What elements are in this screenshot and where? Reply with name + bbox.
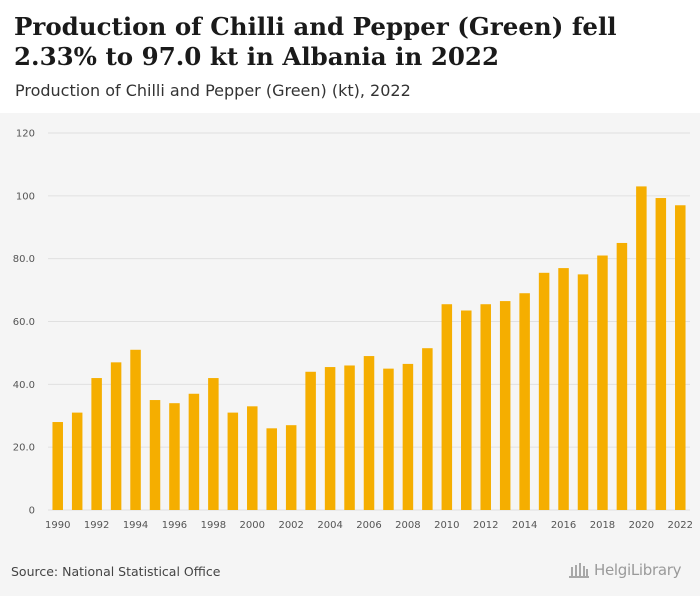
bar-2011 xyxy=(461,310,472,510)
x-tick-label: 2018 xyxy=(590,520,615,531)
bar-2021 xyxy=(655,198,667,510)
bar-2022 xyxy=(675,205,686,510)
x-tick-label: 2006 xyxy=(356,520,381,531)
bar-2001 xyxy=(266,428,277,510)
chart-subtitle: Production of Chilli and Pepper (Green) … xyxy=(15,81,411,100)
y-tick-label: 80.0 xyxy=(13,254,35,265)
x-tick-label: 2002 xyxy=(278,520,303,531)
bar-2010 xyxy=(441,304,453,510)
bar-chart: 0 20.0 40.0 60.0 80.0 100 120 1990 1992 1994 1996… xyxy=(13,129,693,532)
header: Production of Chilli and Pepper (Green) … xyxy=(0,0,700,113)
x-tick-label: 2004 xyxy=(317,520,342,531)
x-tick-label: 2016 xyxy=(551,520,576,531)
brand-name: HelgiLibrary xyxy=(594,561,682,579)
bar-2014 xyxy=(519,293,530,510)
bar-2013 xyxy=(499,301,511,510)
bar-1993 xyxy=(110,362,122,510)
bar-1996 xyxy=(169,403,180,510)
library-building-icon xyxy=(569,563,589,578)
bar-2008 xyxy=(402,363,414,510)
bar-1991 xyxy=(71,412,83,510)
x-tick-label: 2008 xyxy=(395,520,420,531)
bar-1995 xyxy=(149,400,161,510)
bar-1999 xyxy=(227,412,239,510)
y-tick-label: 100 xyxy=(16,191,35,202)
bar-2006 xyxy=(363,356,375,510)
x-tick-label: 2022 xyxy=(668,520,693,531)
y-tick-label: 120 xyxy=(16,129,35,140)
bar-2004 xyxy=(324,367,336,510)
x-tick-label: 2000 xyxy=(240,520,265,531)
bar-1998 xyxy=(208,378,219,510)
bars xyxy=(52,186,686,511)
bar-2003 xyxy=(305,371,316,510)
bar-2017 xyxy=(577,274,589,511)
y-tick-label: 60.0 xyxy=(13,317,35,328)
brand-logo: HelgiLibrary xyxy=(568,561,682,579)
x-tick-label: 1990 xyxy=(45,520,70,531)
x-tick-label: 2012 xyxy=(473,520,498,531)
bar-2009 xyxy=(422,348,433,510)
bar-2019 xyxy=(616,242,628,510)
bar-1990 xyxy=(52,422,63,510)
y-tick-label: 0 xyxy=(29,506,35,517)
bar-2015 xyxy=(538,272,550,510)
x-tick-label: 2014 xyxy=(512,520,537,531)
y-tick-label: 40.0 xyxy=(13,380,35,391)
x-tick-label: 1992 xyxy=(84,520,109,531)
bar-2007 xyxy=(383,368,394,511)
bar-2000 xyxy=(247,406,258,510)
bar-2020 xyxy=(636,186,647,510)
bar-1997 xyxy=(188,393,200,510)
source-note: Source: National Statistical Office xyxy=(11,564,221,579)
y-axis-labels: 0 20.0 40.0 60.0 80.0 100 120 xyxy=(13,129,35,517)
x-tick-label: 2010 xyxy=(434,520,459,531)
bar-2016 xyxy=(558,268,569,510)
x-tick-label: 2020 xyxy=(629,520,654,531)
chart-title: Production of Chilli and Pepper (Green) … xyxy=(14,12,617,71)
bar-2005 xyxy=(344,365,355,510)
x-tick-label: 1996 xyxy=(162,520,187,531)
bar-1994 xyxy=(130,349,141,510)
x-tick-label: 1994 xyxy=(123,520,148,531)
bar-1992 xyxy=(91,378,102,510)
x-axis-labels: 1990 1992 1994 1996 1998 2000 2002 2004 2006 2008… xyxy=(45,520,693,531)
bar-2002 xyxy=(285,425,297,510)
x-tick-label: 1998 xyxy=(201,520,226,531)
bar-2012 xyxy=(480,304,491,510)
bar-2018 xyxy=(597,255,608,510)
y-tick-label: 20.0 xyxy=(13,443,35,454)
